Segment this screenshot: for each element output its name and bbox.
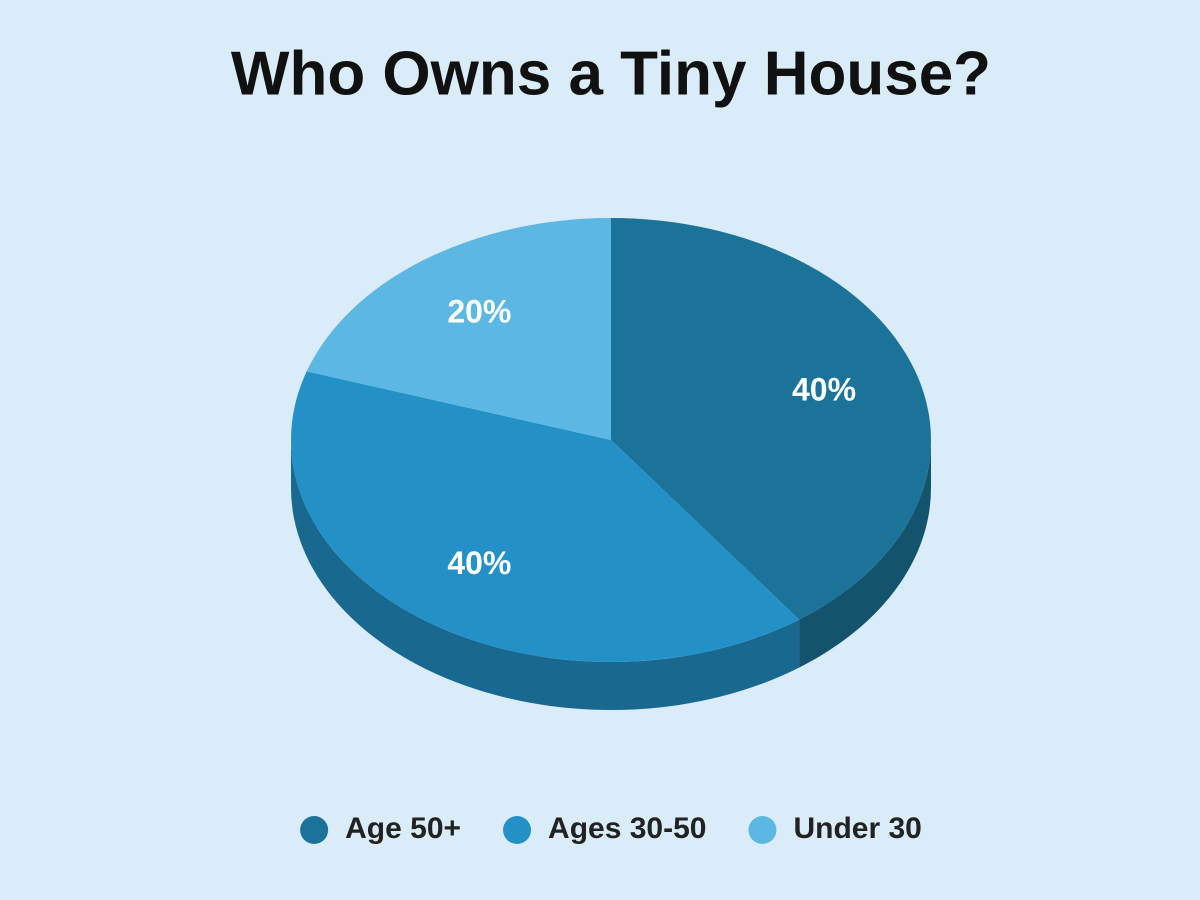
slice-side [799, 440, 931, 668]
legend-marker [300, 816, 329, 844]
slice-side [291, 440, 800, 711]
data-label: 40% [447, 545, 511, 581]
legend-marker [503, 816, 532, 844]
legend-label: Ages 30-50 [548, 812, 706, 845]
slice [611, 218, 932, 620]
data-label: 20% [447, 294, 511, 330]
legend-marker [748, 816, 777, 844]
legend-label: Under 30 [793, 812, 921, 845]
chart-title: Who Owns a Tiny House? [231, 39, 991, 108]
data-label: 40% [792, 371, 856, 407]
slice [290, 371, 800, 662]
legend: Age 50+ Ages 30-50 Under 30 [300, 812, 922, 845]
legend-label: Age 50+ [345, 812, 461, 845]
slice [306, 218, 611, 440]
